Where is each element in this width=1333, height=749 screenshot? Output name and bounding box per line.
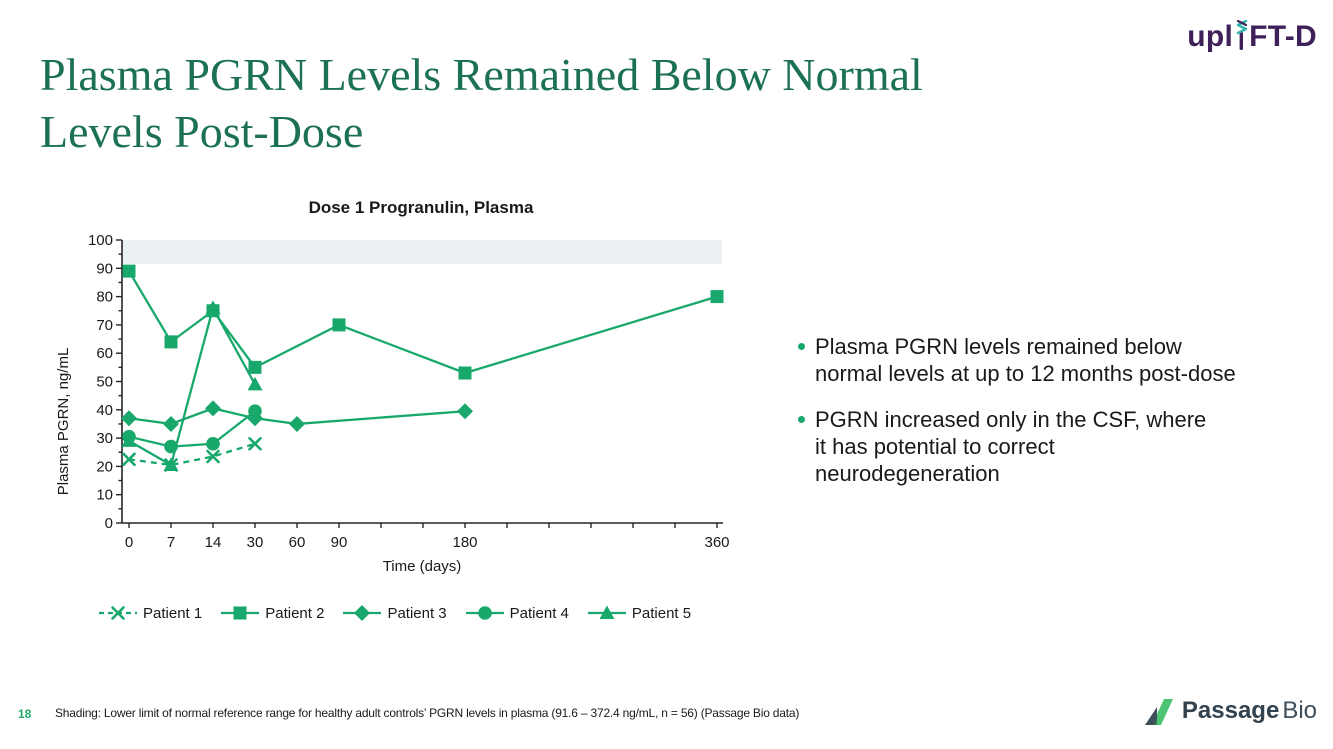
chart-legend: Patient 1 Patient 2 Patient 3 Patient 4 Pati… bbox=[98, 604, 691, 622]
bullet-point-2: PGRN increased only in the CSF, where it … bbox=[798, 406, 1318, 487]
chart-title: Dose 1 Progranulin, Plasma bbox=[308, 198, 534, 217]
patient-3-point-day-60 bbox=[289, 415, 305, 432]
legend-label: Patient 2 bbox=[265, 604, 325, 622]
y-axis-title: Plasma PGRN, ng/mL bbox=[55, 348, 72, 496]
patient-2-point-day-180 bbox=[458, 366, 472, 380]
x-tick-label: 14 bbox=[205, 534, 222, 551]
x-tick-label: 7 bbox=[167, 534, 175, 551]
patient-1-point-day-0 bbox=[122, 452, 136, 467]
legend-x-marker bbox=[111, 606, 125, 620]
legend-x-marker-icon bbox=[99, 606, 137, 620]
legend-label: Patient 5 bbox=[631, 604, 692, 622]
patient-3-point-day-30 bbox=[247, 410, 263, 427]
bullet-text: Plasma PGRN levels remained below normal … bbox=[815, 334, 1236, 386]
patient-1-point-day-30 bbox=[248, 436, 262, 451]
slide-title-line-1: Plasma PGRN Levels Remained Below Normal bbox=[40, 49, 923, 100]
x-tick-label: 90 bbox=[331, 534, 348, 551]
legend-item-patient-1: Patient 1 bbox=[98, 604, 202, 622]
bullet-dot-icon bbox=[798, 416, 805, 423]
patient-4-point-day-0 bbox=[122, 429, 136, 444]
passage-logo-text-bold: Passage bbox=[1181, 697, 1280, 724]
patient-1-point-day-14 bbox=[206, 449, 220, 464]
slide-title: Plasma PGRN Levels Remained Below Normal… bbox=[40, 46, 1040, 160]
patient-5-point-day-7 bbox=[163, 457, 179, 471]
key-points: Plasma PGRN levels remained below normal … bbox=[798, 333, 1318, 506]
bullet-point-1: Plasma PGRN levels remained below normal … bbox=[798, 333, 1318, 387]
patient-2-point-day-0 bbox=[122, 264, 136, 278]
legend-item-patient-4: Patient 4 bbox=[465, 604, 569, 622]
y-tick-label: 20 bbox=[96, 458, 113, 475]
patient-4-point-day-14 bbox=[206, 436, 220, 451]
x-tick-label: 30 bbox=[247, 534, 264, 551]
legend-item-patient-2: Patient 2 bbox=[220, 604, 324, 622]
y-tick-label: 30 bbox=[96, 430, 113, 447]
patient-3-point-day-7 bbox=[163, 415, 179, 432]
y-tick-label: 40 bbox=[96, 402, 113, 419]
passage-bio-logo: Passage Bio bbox=[1142, 694, 1317, 728]
patient-3-point-day-14 bbox=[205, 400, 221, 417]
passage-logo-text-regular: Bio bbox=[1282, 697, 1317, 724]
patient-3-point-day-180 bbox=[457, 403, 473, 420]
series-patient-2 bbox=[122, 264, 724, 380]
y-tick-label: 70 bbox=[96, 317, 113, 334]
legend-item-patient-3: Patient 3 bbox=[342, 604, 447, 622]
y-tick-label: 50 bbox=[96, 374, 113, 391]
series-patient-3 bbox=[121, 400, 473, 432]
legend-label: Patient 1 bbox=[143, 604, 203, 622]
y-tick-label: 90 bbox=[96, 260, 113, 277]
x-tick-label: 180 bbox=[452, 534, 477, 551]
y-axis: 0 10 20 30 40 50 60 70 80 90 100 Plasma PGRN, ng/mL bbox=[55, 232, 123, 532]
normal-range-band bbox=[122, 240, 722, 264]
patient-4-point-day-30 bbox=[248, 404, 262, 419]
legend-diamond-marker-icon bbox=[343, 605, 382, 621]
passage-bio-icon bbox=[1144, 699, 1173, 725]
patient-2-point-day-7 bbox=[164, 335, 178, 349]
uplift-logo-text-post: FT-D bbox=[1249, 20, 1317, 53]
x-tick-label: 360 bbox=[704, 534, 729, 551]
series-patient-1-line bbox=[128, 442, 256, 467]
patient-2-point-day-90 bbox=[332, 318, 346, 332]
legend-triangle-marker-icon bbox=[587, 605, 626, 619]
bullet-text: PGRN increased only in the CSF, where it … bbox=[815, 407, 1207, 486]
series-patient-4 bbox=[122, 404, 262, 454]
dna-helix-icon bbox=[1236, 20, 1248, 50]
patient-2-point-day-30 bbox=[248, 360, 262, 374]
legend-label: Patient 3 bbox=[387, 604, 447, 622]
patient-2-point-day-14 bbox=[206, 304, 220, 318]
x-axis: 0 7 14 30 60 90 180 360 Time (days) bbox=[122, 522, 730, 575]
x-axis-title: Time (days) bbox=[383, 558, 462, 575]
patient-2-point-day-360 bbox=[710, 290, 724, 304]
footnote: Shading: Lower limit of normal reference… bbox=[55, 706, 800, 720]
y-tick-label: 100 bbox=[88, 232, 113, 249]
x-tick-label: 0 bbox=[125, 534, 133, 551]
y-tick-label: 0 bbox=[105, 515, 113, 532]
y-tick-label: 80 bbox=[96, 289, 113, 306]
y-tick-label: 60 bbox=[96, 345, 113, 362]
slide-title-line-2: Levels Post-Dose bbox=[40, 106, 364, 157]
uplift-logo-text-pre: upl bbox=[1187, 20, 1234, 53]
legend-circle-marker-icon bbox=[465, 606, 504, 620]
y-tick-label: 10 bbox=[96, 487, 113, 504]
legend-circle-marker bbox=[477, 606, 492, 620]
legend-square-marker-icon bbox=[221, 606, 260, 620]
patient-3-point-day-0 bbox=[121, 410, 137, 427]
series-patient-2-line bbox=[128, 270, 718, 375]
legend-square-marker bbox=[233, 606, 247, 620]
page-number: 18 bbox=[18, 707, 32, 721]
legend-triangle-marker bbox=[599, 605, 615, 619]
patient-4-point-day-7 bbox=[164, 439, 178, 454]
bullet-dot-icon bbox=[798, 343, 805, 350]
legend-diamond-marker bbox=[354, 605, 371, 621]
series-patient-5-line bbox=[128, 304, 257, 467]
patient-5-point-day-30 bbox=[247, 376, 263, 391]
series-patient-4-line bbox=[128, 410, 256, 448]
series-patient-1 bbox=[122, 436, 262, 472]
x-tick-label: 60 bbox=[289, 534, 306, 551]
legend-label: Patient 4 bbox=[509, 604, 569, 622]
uplift-d-logo: upl FT-D bbox=[1187, 20, 1317, 54]
legend-item-patient-5: Patient 5 bbox=[587, 604, 691, 622]
